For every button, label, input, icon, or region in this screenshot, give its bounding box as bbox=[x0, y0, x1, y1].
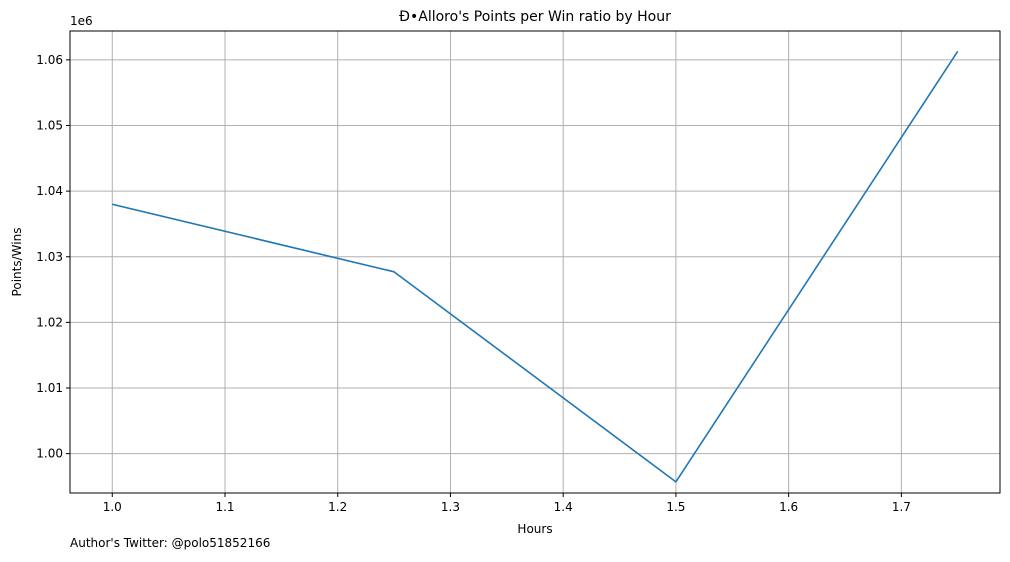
chart-title: Đ•Alloro's Points per Win ratio by Hour bbox=[399, 9, 671, 25]
grid-lines bbox=[70, 31, 1000, 493]
y-tick-label: 1.01 bbox=[36, 381, 63, 395]
x-tick-label: 1.0 bbox=[103, 500, 122, 514]
series-group bbox=[112, 50, 959, 483]
y-tick-label: 1.06 bbox=[36, 53, 63, 67]
x-tick-label: 1.6 bbox=[779, 500, 798, 514]
x-tick-label: 1.2 bbox=[328, 500, 347, 514]
plot-frame bbox=[69, 30, 1001, 494]
y-axis-ticks: 1.00 1.01 1.02 1.03 1.04 1.05 1.06 bbox=[36, 53, 70, 461]
y-offset-label: 1e6 bbox=[70, 14, 93, 28]
x-tick-label: 1.5 bbox=[666, 500, 685, 514]
x-tick-label: 1.4 bbox=[554, 500, 573, 514]
y-tick-label: 1.03 bbox=[36, 250, 63, 264]
y-tick-label: 1.00 bbox=[36, 447, 63, 461]
author-footnote: Author's Twitter: @polo51852166 bbox=[70, 536, 271, 550]
x-axis-ticks: 1.0 1.1 1.2 1.3 1.4 1.5 1.6 1.7 bbox=[103, 493, 911, 514]
x-tick-label: 1.1 bbox=[215, 500, 234, 514]
y-tick-label: 1.04 bbox=[36, 184, 63, 198]
x-tick-label: 1.7 bbox=[892, 500, 911, 514]
y-axis-label: Points/Wins bbox=[10, 228, 24, 297]
y-tick-label: 1.05 bbox=[36, 119, 63, 133]
x-tick-label: 1.3 bbox=[441, 500, 460, 514]
y-tick-label: 1.02 bbox=[36, 315, 63, 329]
x-axis-label: Hours bbox=[517, 522, 552, 536]
series-line bbox=[112, 50, 959, 483]
